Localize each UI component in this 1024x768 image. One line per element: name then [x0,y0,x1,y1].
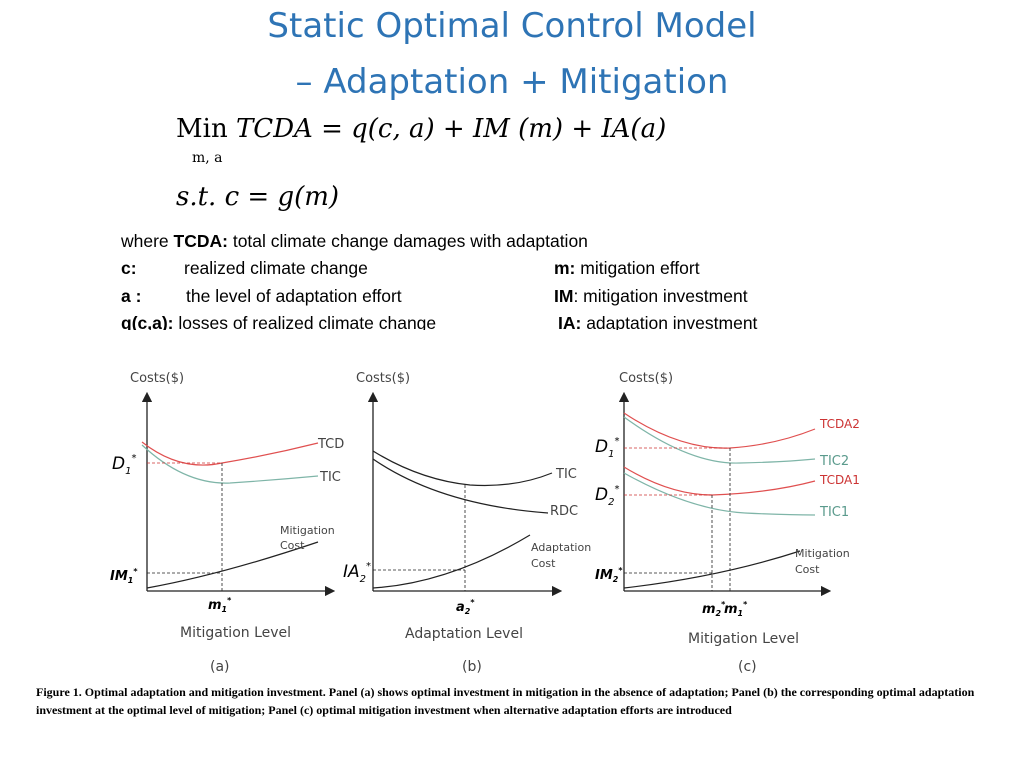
panel-c-curve-label-tcda1: TCDA1 [819,473,860,487]
min-operator: Min [176,114,228,144]
panel-b-ia2-mark: IA2* [343,561,371,585]
panel-a-curve-label-tcd: TCD [317,437,344,452]
panel-a-d1-mark: D1* [112,453,136,477]
def-term-tcda: TCDA: [173,231,228,251]
panel-c-label: (c) [738,659,757,675]
panel-b-curve-label-tic: TIC [555,467,577,482]
def-ia: IA: adaptation investment [558,313,758,330]
figure-caption: Figure 1. Optimal adaptation and mitigat… [36,685,975,717]
panel-c-d1-mark: D1* [595,436,619,460]
def-q: q(c,a): losses of realized climate chang… [121,313,437,330]
panel-b-cost-label-2: Cost [531,557,556,570]
panel-c-mitigation-cost-curve [623,550,801,589]
panel-c-curve-label-tcda2: TCDA2 [819,417,860,431]
panel-a: Costs($) TCD TIC Mitigation Cost D1* IM1… [110,371,344,675]
panel-c-m2-mark: m2* [702,600,726,618]
panel-a-tic-curve [141,444,319,484]
panel-c-ylabel: Costs($) [619,371,673,386]
panel-b-label: (b) [462,659,482,675]
figure-panels: Costs($) TCD TIC Mitigation Cost D1* IM1… [110,371,860,675]
panel-c-curve-label-tic2: TIC2 [819,454,849,469]
panel-b-adaptation-cost-curve [372,534,531,589]
def-m: m: mitigation effort [554,258,700,278]
def-c-text: realized climate change [184,258,368,278]
def-a-text: the level of adaptation effort [186,286,402,306]
slide-title-line1: Static Optimal Control Model [267,6,757,46]
objective-equation: Min TCDA = q(c, a) + IM (m) + IA(a) [176,114,666,144]
panel-a-ylabel: Costs($) [130,371,184,386]
panel-b-tic-curve [372,450,553,487]
panel-c-xlabel: Mitigation Level [688,631,799,647]
panel-c-curve-label-tic1: TIC1 [819,505,849,520]
objective-rhs: = q(c, a) + IM (m) + IA(a) [321,114,667,144]
def-a: a : [121,286,142,306]
panel-c: Costs($) TCDA2 TIC2 TCDA1 TIC1 Mitigatio… [595,371,860,675]
panel-a-cost-label-1: Mitigation [280,524,335,537]
panel-c-m1-mark: m1* [724,600,748,618]
panel-b: Costs($) TIC RDC Adaptation Cost IA2* a2… [343,371,591,675]
panel-b-ylabel: Costs($) [356,371,410,386]
clipped-definition-row: q(c,a): losses of realized climate chang… [100,310,840,330]
panel-c-tcda1-curve [623,466,816,496]
def-c: c: [121,258,137,278]
definition-intro: where TCDA: total climate change damages… [121,231,588,251]
panel-c-im2-mark: IM2* [595,566,623,584]
objective-lhs: TCDA [235,114,313,144]
panel-a-curve-label-tic: TIC [319,470,341,485]
panel-c-cost-label-1: Mitigation [795,547,850,560]
panel-c-tcda2-curve [623,412,816,449]
panel-b-xlabel: Adaptation Level [405,626,523,642]
panel-b-curve-label-rdc: RDC [550,504,578,519]
panel-a-label: (a) [210,659,230,675]
panel-b-cost-label-1: Adaptation [531,541,591,554]
def-im: IM: mitigation investment [554,286,748,306]
panel-a-im1-mark: IM1* [110,567,138,585]
panel-c-cost-label-2: Cost [795,563,820,576]
panel-b-a2-mark: a2* [456,598,475,616]
panel-a-cost-label-2: Cost [280,539,305,552]
panel-c-tic2-curve [623,416,816,464]
panel-a-mitigation-cost-curve [146,541,319,589]
panel-b-rdc-curve [372,458,549,514]
panel-c-tic1-curve [623,472,816,516]
min-subscript: m, a [192,150,223,166]
panel-a-tcd-curve [141,441,319,466]
slide-title-line2: – Adaptation + Mitigation [295,62,729,102]
constraint-equation: s.t. c = g(m) [176,182,340,212]
panel-c-d2-mark: D2* [595,484,619,508]
panel-a-xlabel: Mitigation Level [180,625,291,641]
panel-a-m1-mark: m1* [208,596,232,614]
